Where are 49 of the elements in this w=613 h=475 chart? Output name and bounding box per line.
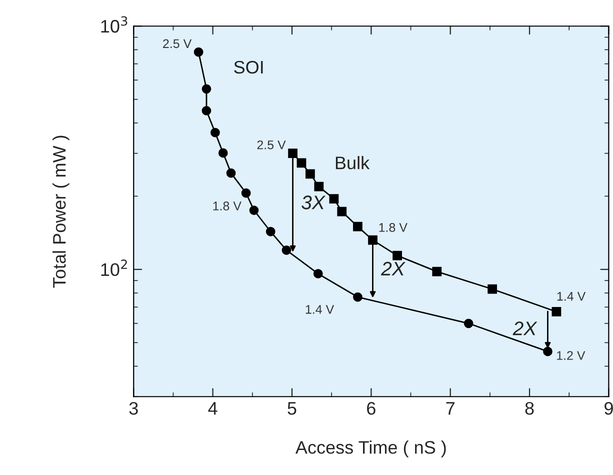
- point: [282, 245, 292, 255]
- y-tick-label: 10$^{2}$: [101, 260, 127, 276]
- point: [552, 307, 562, 316]
- point: [241, 188, 251, 198]
- point: [306, 169, 315, 179]
- annotation: 2.5 V: [257, 140, 286, 150]
- annotation: 1.4 V: [306, 305, 334, 314]
- point: [432, 266, 442, 276]
- point: [337, 206, 347, 216]
- point: [218, 148, 228, 158]
- annotation: 3X: [302, 196, 326, 210]
- point: [464, 318, 474, 328]
- x-tick-label: 3: [129, 402, 138, 415]
- point: [288, 148, 298, 158]
- annotation: 2X: [380, 262, 406, 276]
- x-axis-title: Access Time ( nS ): [295, 440, 446, 458]
- point: [202, 106, 212, 116]
- point: [353, 222, 362, 232]
- point: [329, 194, 339, 204]
- x-tick-label: 9: [604, 402, 613, 415]
- point: [296, 158, 306, 168]
- y-axis-title: Total Power ( mW ): [52, 136, 70, 288]
- annotation: 1.2 V: [557, 351, 586, 360]
- point: [314, 182, 324, 192]
- y-tick-label: 10$^{3}$: [101, 16, 128, 33]
- point: [226, 168, 236, 178]
- annotation: 2.5 V: [163, 39, 192, 48]
- point: [543, 346, 552, 356]
- series-label: SOI: [234, 60, 263, 74]
- point: [488, 284, 497, 294]
- annotation: 1.8 V: [379, 223, 408, 232]
- x-tick-label: 4: [208, 402, 218, 415]
- x-tick-label: 8: [525, 402, 534, 415]
- annotation: 1.4 V: [557, 292, 586, 301]
- point: [210, 128, 220, 138]
- point: [353, 292, 362, 302]
- x-tick-label: 7: [446, 402, 454, 415]
- point: [249, 206, 259, 215]
- series-label: Bulk: [336, 156, 370, 170]
- point: [313, 269, 323, 278]
- point: [202, 84, 212, 94]
- x-tick-label: 5: [288, 402, 296, 415]
- x-tick-label: 6: [367, 402, 376, 415]
- annotation: 2X: [512, 322, 538, 336]
- point: [194, 47, 204, 57]
- point: [368, 235, 378, 245]
- point: [392, 250, 402, 260]
- point: [266, 226, 276, 236]
- annotation: 1.8 V: [213, 202, 242, 210]
